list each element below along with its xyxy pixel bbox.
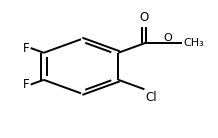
Text: O: O [140, 11, 149, 24]
Text: Cl: Cl [145, 91, 157, 104]
Text: O: O [164, 33, 172, 43]
Text: F: F [23, 42, 30, 55]
Text: CH₃: CH₃ [183, 38, 204, 48]
Text: F: F [23, 78, 30, 91]
